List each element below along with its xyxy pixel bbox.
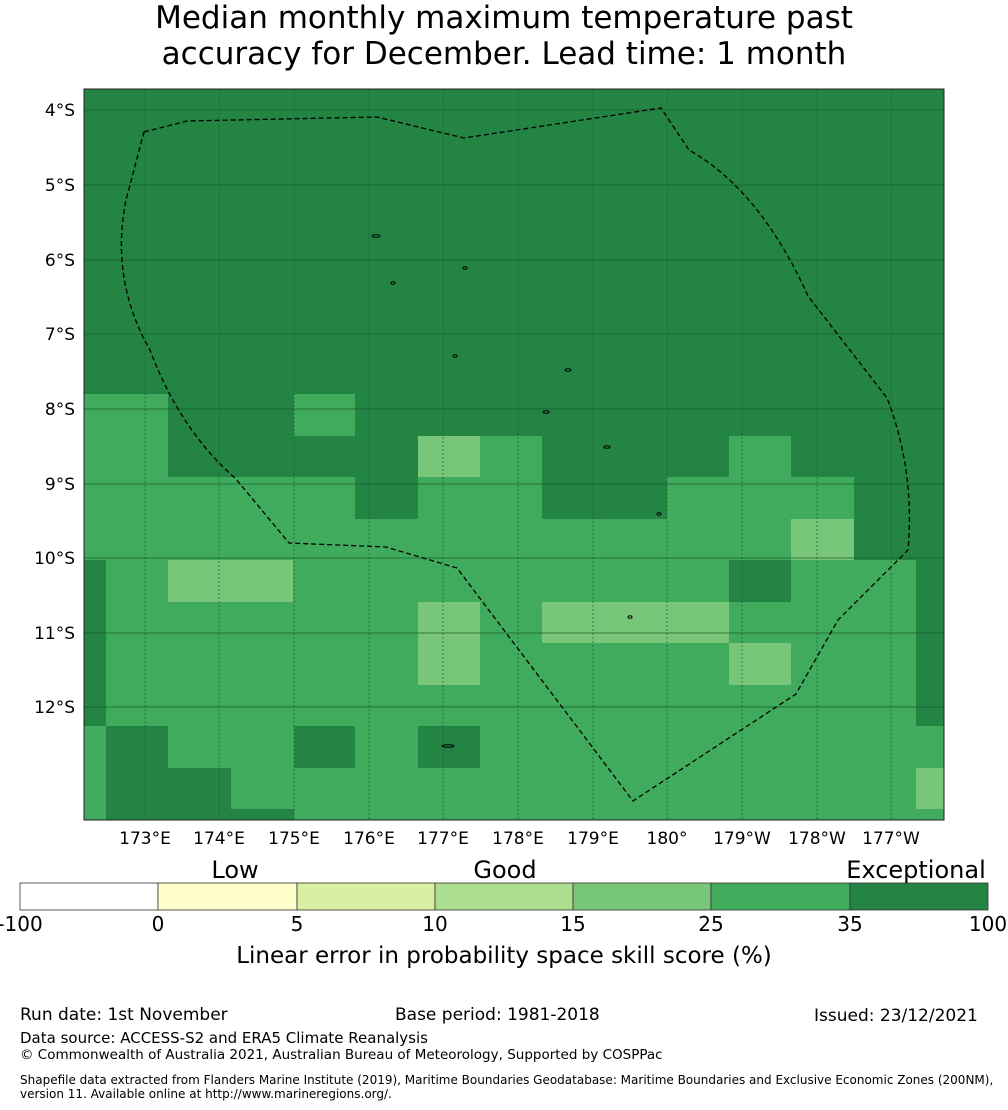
- skill-region: [294, 394, 355, 436]
- graticule-lines: [84, 89, 944, 820]
- longitude-label: 175°E: [268, 829, 320, 849]
- latitude-label: 10°S: [34, 549, 75, 569]
- run-date: Run date: 1st November: [20, 1005, 228, 1025]
- skill-region-exceptional: [355, 477, 418, 519]
- island-outline: [564, 368, 572, 372]
- skill-region-exceptional: [294, 726, 355, 768]
- shapefile-credit-line2: version 11. Available online at http://w…: [20, 1087, 392, 1101]
- base-period: Base period: 1981-2018: [395, 1005, 600, 1025]
- longitude-labels: 173°E 174°E 175°E 176°E 177°E 178°E 179°E 180° 1…: [119, 829, 920, 849]
- map-title-line1: Median monthly maximum temperature past: [155, 0, 853, 36]
- longitude-label: 180°: [647, 829, 688, 849]
- skill-region-good: [418, 436, 480, 477]
- latitude-labels: 4°S 5°S 6°S 7°S 8°S 9°S 10°S 11°S 12°S: [34, 101, 75, 718]
- skill-region-exceptional: [854, 477, 944, 560]
- latitude-label: 6°S: [45, 251, 75, 271]
- colorbar-tick: 0: [151, 912, 165, 936]
- skill-region-exceptional: [168, 768, 231, 820]
- island-outline: [627, 615, 633, 619]
- copyright-notice: © Commonwealth of Australia 2021, Austra…: [20, 1047, 663, 1063]
- skill-region-good: [916, 768, 944, 809]
- skill-region-good: [542, 602, 729, 643]
- colorbar-tick: 35: [837, 912, 863, 936]
- skill-region-exceptional: [916, 560, 944, 726]
- longitude-label: 173°E: [119, 829, 171, 849]
- colorbar-category-exceptional: Exceptional: [846, 856, 986, 884]
- island-outline: [656, 512, 662, 516]
- longitude-label: 177°E: [417, 829, 469, 849]
- colorbar-swatch: [19, 882, 159, 911]
- colorbar-category-low: Low: [211, 856, 259, 884]
- eez-boundary-dashed-line: [120, 107, 911, 802]
- skill-region-exceptional: [542, 477, 667, 519]
- island-outline: [390, 281, 396, 285]
- issued-date: Issued: 23/12/2021: [814, 1006, 978, 1026]
- island-outline: [603, 445, 611, 449]
- longitude-label: 174°E: [193, 829, 245, 849]
- skill-region-good: [418, 602, 480, 685]
- longitude-label: 178°W: [788, 829, 846, 849]
- latitude-label: 7°S: [45, 325, 75, 345]
- skill-region-good: [168, 560, 293, 602]
- skill-region-good: [791, 519, 854, 560]
- latitude-label: 5°S: [45, 176, 75, 196]
- skill-region-good: [729, 643, 791, 685]
- map-title-line2: accuracy for December. Lead time: 1 mont…: [161, 36, 847, 72]
- shapefile-credit-line1: Shapefile data extracted from Flanders M…: [20, 1073, 994, 1087]
- colorbar: [19, 882, 989, 911]
- skill-score-grid: [84, 89, 944, 820]
- latitude-label: 11°S: [34, 624, 75, 644]
- latitude-label: 9°S: [45, 475, 75, 495]
- colorbar-tick: 5: [290, 912, 304, 936]
- colorbar-swatch: [434, 882, 574, 911]
- colorbar-swatch: [157, 882, 298, 911]
- skill-region-exceptional: [84, 560, 106, 726]
- colorbar-tick: 100: [968, 912, 1008, 936]
- colorbar-tick: 15: [560, 912, 586, 936]
- latitude-label: 12°S: [34, 698, 75, 718]
- latitude-label: 4°S: [45, 101, 75, 121]
- longitude-label: 177°W: [862, 829, 920, 849]
- map-title: Median monthly maximum temperature past …: [0, 0, 1008, 72]
- colorbar-category-good: Good: [473, 856, 537, 884]
- colorbar-tick: -100: [0, 912, 43, 936]
- island-outline: [452, 354, 458, 358]
- island-outline: [371, 234, 381, 238]
- longitude-label: 179°E: [567, 829, 619, 849]
- skill-region-exceptional: [729, 560, 791, 602]
- colorbar-swatch: [710, 882, 851, 911]
- skill-region-exceptional: [231, 809, 294, 820]
- colorbar-swatch: [296, 882, 436, 911]
- latitude-label: 8°S: [45, 400, 75, 420]
- colorbar-swatch: [572, 882, 712, 911]
- map-frame: [83, 88, 945, 821]
- island-outlines: [371, 234, 662, 748]
- island-outline: [462, 266, 468, 270]
- colorbar-label: Linear error in probability space skill …: [236, 943, 772, 969]
- data-source: Data source: ACCESS-S2 and ERA5 Climate …: [20, 1029, 428, 1047]
- skill-region: [729, 436, 791, 477]
- skill-region-exceptional: [106, 726, 168, 820]
- colorbar-tick: 25: [698, 912, 724, 936]
- colorbar-tick: 10: [422, 912, 448, 936]
- longitude-label: 178°E: [492, 829, 544, 849]
- longitude-label: 179°W: [713, 829, 771, 849]
- colorbar-swatch: [849, 882, 989, 911]
- island-outline: [542, 410, 550, 414]
- island-outline: [441, 744, 455, 748]
- longitude-label: 176°E: [343, 829, 395, 849]
